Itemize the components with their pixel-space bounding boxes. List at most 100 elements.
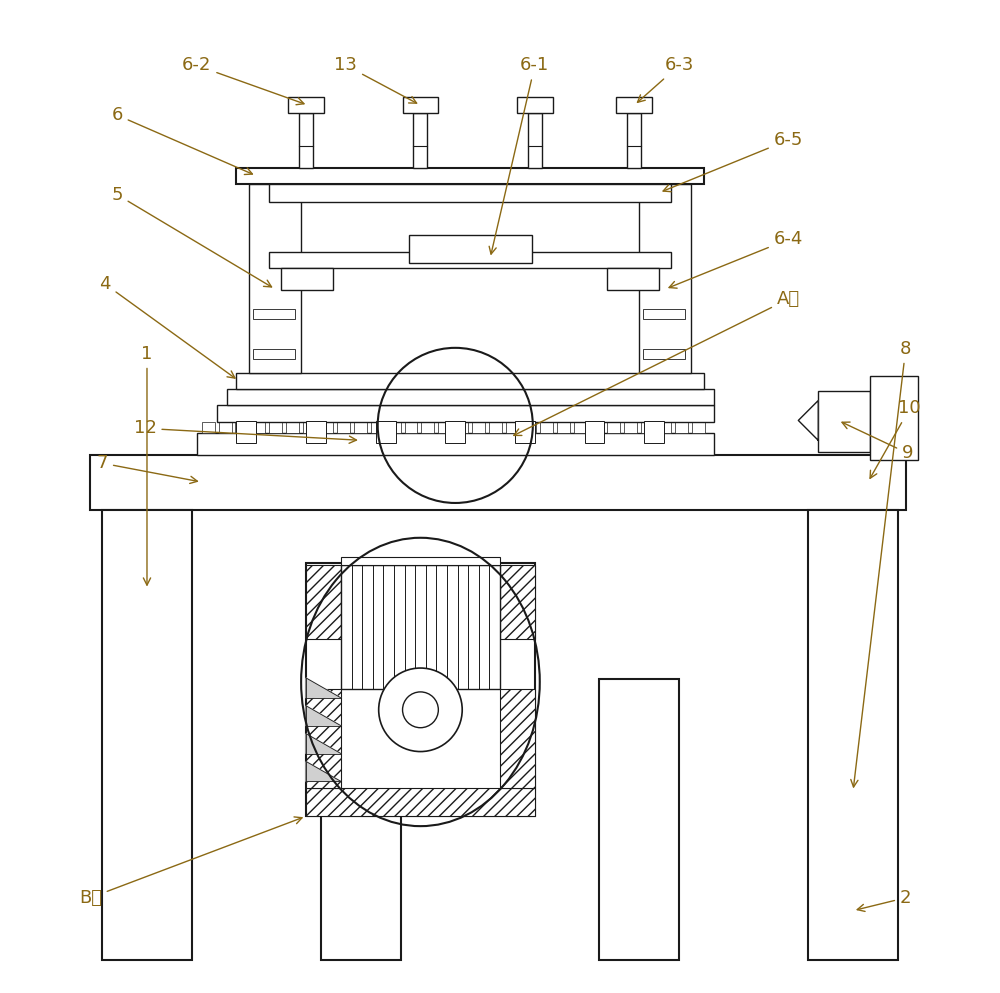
Bar xyxy=(341,565,500,689)
Text: 1: 1 xyxy=(141,345,153,585)
Bar xyxy=(197,433,714,455)
Bar xyxy=(590,422,603,433)
Bar xyxy=(269,422,282,433)
Bar xyxy=(421,422,434,433)
Text: 10: 10 xyxy=(870,399,921,479)
Bar xyxy=(202,422,215,433)
Text: 4: 4 xyxy=(99,275,235,378)
Polygon shape xyxy=(306,762,341,781)
Bar xyxy=(643,309,685,319)
Bar xyxy=(281,268,333,290)
Bar xyxy=(574,422,587,433)
Bar xyxy=(288,97,324,113)
Bar xyxy=(217,404,714,422)
Text: 6: 6 xyxy=(111,106,252,175)
Bar xyxy=(249,184,301,372)
Bar xyxy=(500,565,535,639)
Bar xyxy=(320,422,333,433)
Bar xyxy=(236,372,704,388)
Bar xyxy=(455,422,468,433)
Bar xyxy=(321,679,401,960)
Bar xyxy=(341,557,500,565)
Bar xyxy=(409,235,532,263)
Text: 6-5: 6-5 xyxy=(663,131,803,192)
Bar xyxy=(303,422,316,433)
Bar xyxy=(102,510,192,960)
Bar xyxy=(472,422,485,433)
Bar xyxy=(616,97,652,113)
Text: 6-2: 6-2 xyxy=(182,57,304,104)
Text: 6-1: 6-1 xyxy=(489,57,549,254)
Bar xyxy=(644,421,664,443)
Bar xyxy=(413,113,427,168)
Text: 6-4: 6-4 xyxy=(669,230,803,288)
Bar xyxy=(306,565,341,639)
Bar xyxy=(376,421,396,443)
Bar xyxy=(627,113,641,168)
Text: 2: 2 xyxy=(857,889,911,912)
Bar xyxy=(306,421,326,443)
Bar xyxy=(607,422,620,433)
Polygon shape xyxy=(306,706,341,726)
Text: A部: A部 xyxy=(514,290,800,436)
Bar xyxy=(445,421,465,443)
Bar xyxy=(557,422,570,433)
Bar xyxy=(870,375,918,460)
Bar xyxy=(489,422,502,433)
Bar xyxy=(599,679,679,960)
Bar xyxy=(299,113,313,168)
Circle shape xyxy=(379,668,462,752)
Bar xyxy=(500,689,535,788)
Text: 9: 9 xyxy=(842,422,913,463)
Bar xyxy=(371,422,384,433)
Bar xyxy=(808,510,898,960)
Bar xyxy=(236,168,704,184)
Text: 8: 8 xyxy=(851,340,911,787)
Text: 12: 12 xyxy=(134,419,356,443)
Bar xyxy=(675,422,688,433)
Bar xyxy=(624,422,637,433)
Polygon shape xyxy=(306,678,341,698)
Bar xyxy=(517,97,553,113)
Bar xyxy=(235,422,248,433)
Bar xyxy=(405,422,417,433)
Bar xyxy=(253,349,295,358)
Bar xyxy=(658,422,671,433)
Text: 13: 13 xyxy=(334,57,417,103)
Text: 6-3: 6-3 xyxy=(637,57,694,102)
Polygon shape xyxy=(798,400,818,440)
Bar xyxy=(388,422,401,433)
Text: 7: 7 xyxy=(96,454,197,484)
Bar xyxy=(540,422,553,433)
Bar xyxy=(585,421,604,443)
Bar xyxy=(306,788,535,816)
Text: 5: 5 xyxy=(111,186,272,287)
Bar xyxy=(227,388,714,404)
Bar xyxy=(528,113,542,168)
Bar xyxy=(286,422,299,433)
Polygon shape xyxy=(306,734,341,754)
Bar xyxy=(641,422,654,433)
Bar xyxy=(236,421,256,443)
Bar xyxy=(515,421,535,443)
Bar xyxy=(219,422,232,433)
Bar xyxy=(403,97,438,113)
Bar xyxy=(306,689,341,788)
Circle shape xyxy=(403,692,438,728)
Bar xyxy=(607,268,659,290)
Bar xyxy=(252,422,265,433)
Bar xyxy=(639,184,691,372)
Bar xyxy=(818,390,870,452)
Bar xyxy=(506,422,519,433)
Bar xyxy=(269,252,671,268)
Bar xyxy=(438,422,451,433)
Bar xyxy=(90,455,906,510)
Bar xyxy=(692,422,705,433)
Bar xyxy=(269,184,671,202)
Bar xyxy=(354,422,367,433)
Bar xyxy=(253,309,295,319)
Text: B部: B部 xyxy=(79,817,302,907)
Bar xyxy=(523,422,536,433)
Bar xyxy=(306,563,535,816)
Bar xyxy=(643,349,685,358)
